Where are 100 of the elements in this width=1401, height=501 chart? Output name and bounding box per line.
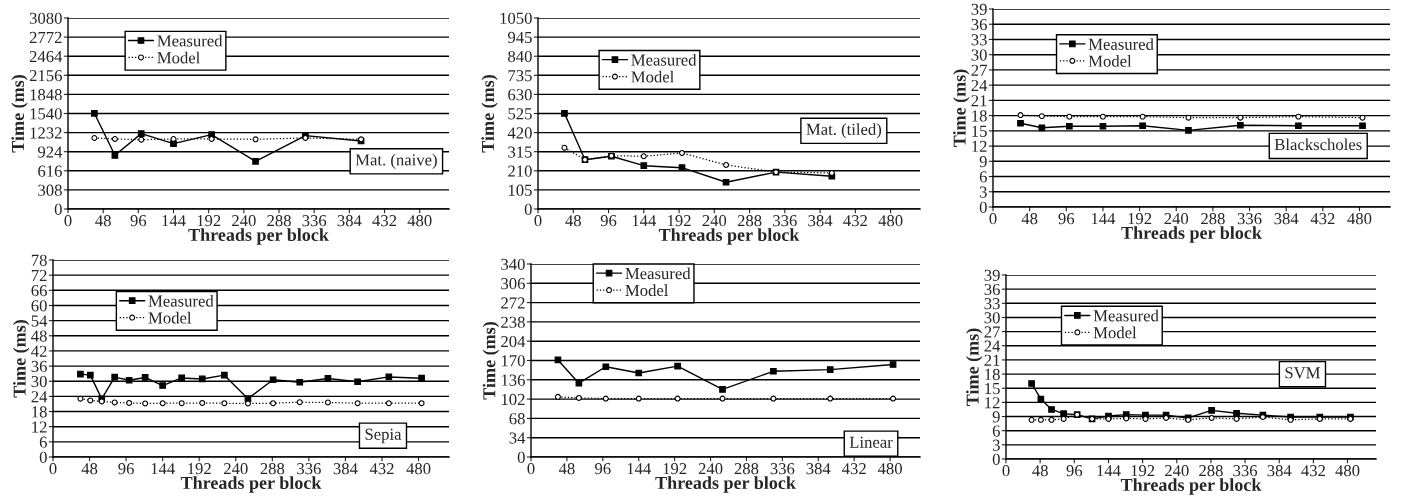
x-tick-label: 96 xyxy=(595,463,611,475)
y-tick-label: 2772 xyxy=(29,31,62,43)
y-tick-label: 39 xyxy=(984,269,1000,281)
x-tick-label: 192 xyxy=(1128,213,1152,225)
x-tick-label: 288 xyxy=(1199,465,1223,477)
x-tick-label: 336 xyxy=(302,215,327,227)
x-tick-label: 192 xyxy=(197,215,221,227)
x-tick-label: 240 xyxy=(1164,213,1189,225)
x-tick-label: 432 xyxy=(843,215,867,227)
x-tick-label: 48 xyxy=(1032,465,1048,477)
x-tick-label: 0 xyxy=(534,215,542,227)
x-tick-label: 0 xyxy=(1002,465,1010,477)
x-axis-title: Threads per block xyxy=(188,228,329,245)
x-tick-label: 432 xyxy=(1310,213,1335,225)
y-tick-label: 272 xyxy=(501,297,525,309)
y-tick-label: 34 xyxy=(509,432,526,444)
y-tick-label: 525 xyxy=(508,108,532,120)
y-tick-label: 2156 xyxy=(29,70,62,82)
y-tick-label: 68 xyxy=(509,413,525,425)
x-tick-label: 288 xyxy=(267,215,291,227)
x-tick-label: 144 xyxy=(627,463,651,475)
x-tick-label: 96 xyxy=(1066,465,1083,477)
y-tick-label: 3080 xyxy=(29,12,62,24)
y-tick-label: 24 xyxy=(984,340,1001,352)
y-tick-label: 0 xyxy=(524,203,532,215)
y-tick-label: 21 xyxy=(971,95,987,107)
y-tick-label: 39 xyxy=(971,3,987,15)
x-tick-label: 288 xyxy=(734,463,759,475)
x-tick-label: 384 xyxy=(333,463,358,475)
y-tick-label: 12 xyxy=(32,421,47,433)
x-tick-label: 432 xyxy=(372,215,397,227)
x-tick-label: 384 xyxy=(1274,213,1299,225)
y-tick-label: 1848 xyxy=(30,89,62,101)
y-tick-label: 30 xyxy=(971,49,987,61)
x-tick-label: 336 xyxy=(297,463,321,475)
y-tick-label: 840 xyxy=(508,50,532,63)
x-tick-label: 144 xyxy=(1091,213,1116,225)
x-tick-label: 48 xyxy=(81,463,98,475)
y-tick-label: 238 xyxy=(501,316,525,328)
y-tick-label: 2464 xyxy=(29,50,63,63)
legend-label: Model xyxy=(631,70,674,83)
x-tick-label: 480 xyxy=(1347,213,1372,225)
x-tick-label: 336 xyxy=(770,463,795,475)
y-tick-label: 102 xyxy=(501,393,525,406)
y-tick-label: 210 xyxy=(508,165,532,177)
y-tick-label: 12 xyxy=(985,397,1000,409)
x-tick-label: 240 xyxy=(698,463,723,475)
y-tick-label: 54 xyxy=(31,315,48,327)
y-tick-label: 735 xyxy=(508,70,532,82)
x-tick-label: 432 xyxy=(1301,465,1325,477)
x-tick-label: 96 xyxy=(118,463,134,475)
legend-label: Measured xyxy=(157,34,223,47)
x-tick-label: 96 xyxy=(600,215,617,227)
x-tick-label: 480 xyxy=(1335,465,1360,477)
y-tick-label: 340 xyxy=(501,258,525,270)
y-tick-label: 15 xyxy=(972,125,987,137)
x-tick-label: 48 xyxy=(1021,213,1038,225)
annotation: Blackscholes xyxy=(1274,138,1362,151)
x-tick-label: 480 xyxy=(877,463,902,475)
y-tick-label: 36 xyxy=(31,360,47,373)
x-tick-label: 336 xyxy=(1233,465,1258,477)
y-tick-label: 78 xyxy=(31,254,47,266)
x-tick-label: 144 xyxy=(1097,465,1121,477)
y-axis-title: Time (ms) xyxy=(11,75,28,153)
annotation: Sepia xyxy=(365,428,402,444)
x-tick-label: 192 xyxy=(663,463,687,475)
y-tick-label: 1232 xyxy=(30,127,62,139)
y-tick-label: 30 xyxy=(31,375,47,388)
x-tick-label: 288 xyxy=(260,463,285,475)
legend-label: Measured xyxy=(1088,38,1154,50)
legend-label: Measured xyxy=(148,294,214,307)
legend-label: Model xyxy=(1088,55,1132,67)
legend-label: Model xyxy=(1093,326,1137,339)
y-tick-label: 105 xyxy=(508,184,532,196)
y-tick-label: 170 xyxy=(501,355,525,367)
y-tick-label: 204 xyxy=(501,335,526,348)
x-tick-label: 288 xyxy=(737,215,762,227)
y-tick-label: 36 xyxy=(971,18,987,31)
y-tick-label: 1540 xyxy=(30,108,62,120)
y-tick-label: 36 xyxy=(984,283,1000,296)
x-tick-label: 144 xyxy=(632,215,657,227)
y-axis-title: Time (ms) xyxy=(481,75,498,153)
y-axis-title: Time (ms) xyxy=(482,322,500,400)
y-axis-title: Time (ms) xyxy=(13,320,30,398)
x-tick-label: 240 xyxy=(1165,465,1189,477)
y-tick-label: 616 xyxy=(38,165,62,177)
y-tick-label: 6 xyxy=(992,425,1000,437)
y-tick-label: 30 xyxy=(984,312,1000,324)
x-tick-label: 384 xyxy=(808,215,833,227)
x-tick-label: 144 xyxy=(162,215,186,227)
x-tick-label: 96 xyxy=(1058,213,1075,225)
y-tick-label: 33 xyxy=(971,34,987,46)
y-tick-label: 18 xyxy=(972,110,987,122)
annotation: Linear xyxy=(849,436,893,448)
x-axis-title: Threads per block xyxy=(180,476,322,493)
x-tick-label: 480 xyxy=(406,463,431,475)
y-tick-label: 308 xyxy=(38,184,62,196)
annotation: Mat. (naive) xyxy=(355,153,437,169)
y-tick-label: 33 xyxy=(984,298,1000,310)
y-tick-label: 420 xyxy=(507,127,532,139)
